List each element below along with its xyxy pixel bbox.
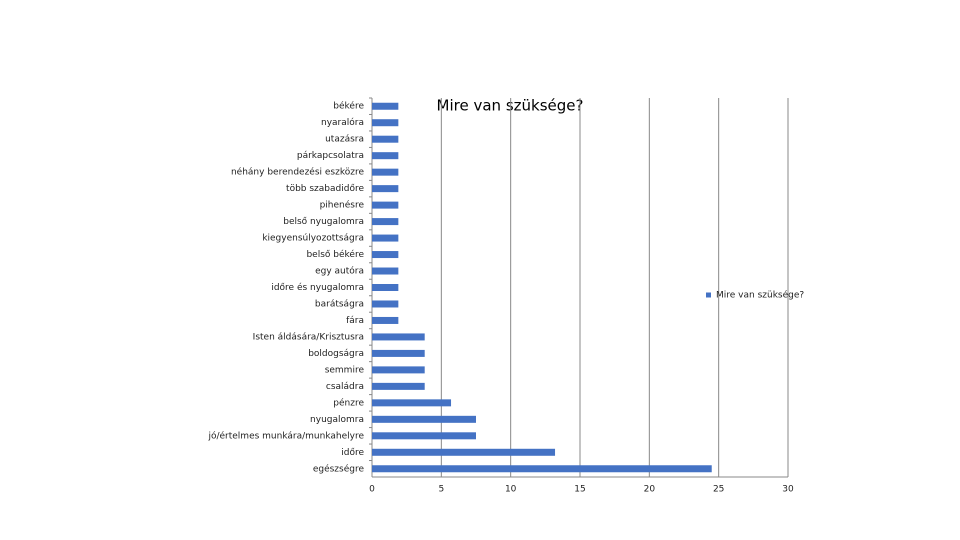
bar xyxy=(372,152,399,160)
y-tick-label: időre és nyugalomra xyxy=(271,282,364,293)
x-tick-label: 25 xyxy=(713,485,724,495)
y-tick-label: barátságra xyxy=(315,299,364,309)
x-tick-label: 5 xyxy=(438,485,444,495)
y-tick-label: belső nyugalomra xyxy=(283,217,364,227)
bar xyxy=(372,399,452,407)
x-tick-label: 30 xyxy=(782,485,794,495)
y-tick-label: pihenésre xyxy=(320,200,365,211)
y-tick-label: semmire xyxy=(325,365,365,375)
chart-title: Mire van szüksége? xyxy=(437,97,584,115)
bar xyxy=(372,201,399,209)
x-tick-label: 0 xyxy=(369,485,375,495)
y-tick-label: nyugalomra xyxy=(310,415,364,425)
bar xyxy=(372,234,399,242)
y-tick-label: egy autóra xyxy=(315,266,364,277)
bar xyxy=(372,465,712,473)
bar xyxy=(372,267,399,275)
bar xyxy=(372,218,399,226)
y-tick-label: családra xyxy=(326,382,364,392)
bar xyxy=(372,382,425,390)
bar xyxy=(372,251,399,259)
y-tick-label: párkapcsolatra xyxy=(297,151,364,161)
y-tick-label: időre xyxy=(341,448,364,458)
bar xyxy=(372,102,399,110)
y-tick-label: egészségre xyxy=(313,463,365,474)
bar xyxy=(372,119,399,127)
bar xyxy=(372,432,476,440)
y-tick-label: néhány berendezési eszközre xyxy=(231,167,364,178)
x-tick-label: 15 xyxy=(574,485,585,495)
y-tick-label: jó/értelmes munkára/munkahelyre xyxy=(207,430,364,441)
bar xyxy=(372,415,476,423)
bar xyxy=(372,300,399,308)
y-tick-label: belső békére xyxy=(306,249,364,260)
x-tick-label: 20 xyxy=(644,485,656,495)
y-tick-label: utazásra xyxy=(325,135,364,145)
bar xyxy=(372,185,399,193)
bar xyxy=(372,366,425,374)
y-tick-label: békére xyxy=(333,101,364,112)
y-tick-label: kiegyensúlyozottságra xyxy=(262,234,364,244)
bar xyxy=(372,333,425,341)
y-tick-label: fára xyxy=(346,316,364,326)
bar xyxy=(372,168,399,176)
legend-swatch xyxy=(706,292,711,298)
bar xyxy=(372,135,399,143)
y-tick-label: nyaralóra xyxy=(321,117,364,128)
bar xyxy=(372,349,425,357)
y-tick-label: több szabadidőre xyxy=(286,184,364,194)
bar xyxy=(372,448,556,456)
y-tick-label: boldogságra xyxy=(308,349,364,359)
bar xyxy=(372,284,399,291)
bar xyxy=(372,316,399,324)
legend-label: Mire van szüksége? xyxy=(716,290,804,301)
y-tick-label: Isten áldására/Krisztusra xyxy=(253,332,364,342)
x-tick-label: 10 xyxy=(505,485,517,495)
y-tick-label: pénzre xyxy=(333,397,364,408)
